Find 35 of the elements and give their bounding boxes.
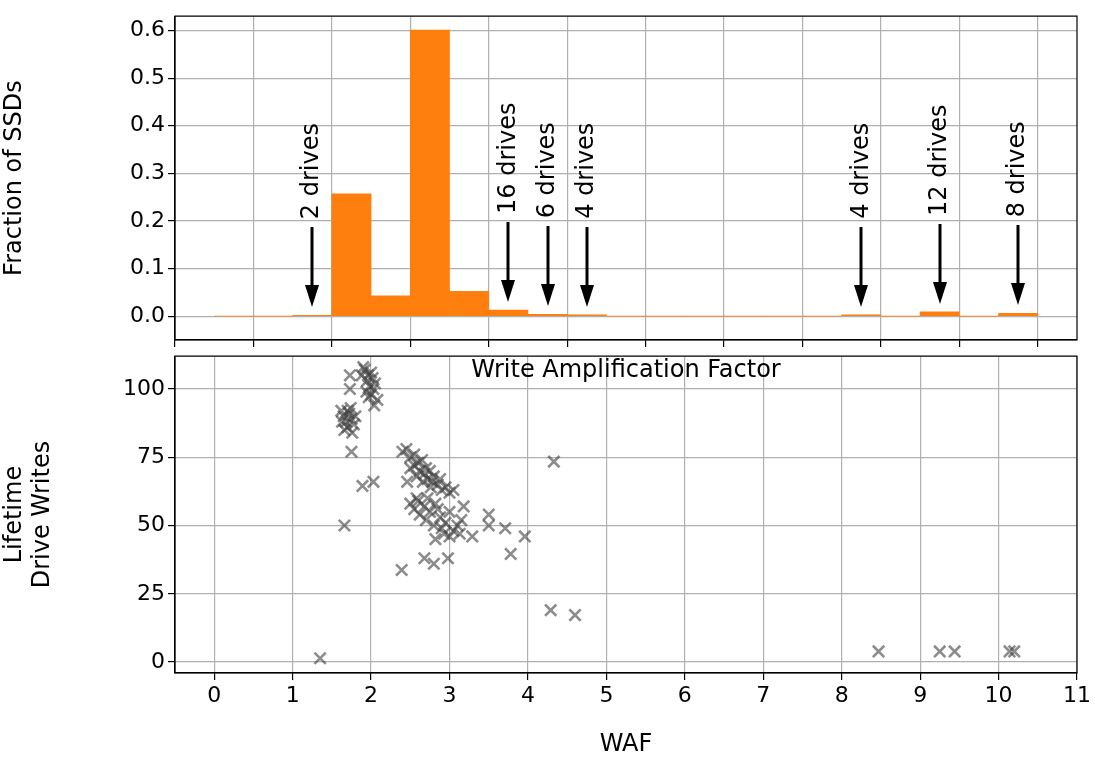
y-tick-label: 0.6: [130, 16, 165, 42]
x-tick-label: 3: [442, 681, 457, 707]
x-tick-label: 2: [364, 681, 379, 707]
y-tick-label: 0.1: [130, 254, 165, 280]
x-tick-label: 10: [984, 681, 1013, 707]
y-tick-label: 0.0: [130, 301, 165, 327]
annotation: 16 drives: [492, 102, 521, 214]
x-tick-label: 8: [834, 681, 849, 707]
x-tick-label: 1: [285, 681, 300, 707]
x-tick-label: 5: [599, 681, 614, 707]
x-axis-title: WAF: [599, 728, 653, 757]
y-tick-label: 25: [137, 579, 165, 605]
annotation: 8 drives: [1002, 121, 1031, 218]
y-tick-label: 0.3: [130, 159, 165, 185]
x-tick-label: 7: [756, 681, 771, 707]
y-tick-label: 100: [123, 374, 165, 400]
y-axis-title: Fraction of SSDs: [0, 80, 27, 276]
annotation: 12 drives: [923, 104, 952, 216]
y-axis-title: Lifetime Drive Writes: [0, 440, 56, 589]
y-tick-label: 50: [137, 511, 165, 537]
annotation: 6 drives: [531, 122, 560, 219]
y-tick-label: 0.5: [130, 63, 165, 89]
y-tick-label: 75: [137, 442, 165, 468]
x-tick-label: 0: [207, 681, 222, 707]
x-tick-label: 4: [520, 681, 535, 707]
y-tick-label: 0.4: [130, 111, 165, 137]
x-tick-label: 9: [913, 681, 928, 707]
x-axis-title: Write Amplification Factor: [471, 354, 781, 383]
y-tick-label: 0.2: [130, 206, 165, 232]
annotation: 4 drives: [845, 122, 874, 219]
x-tick-label: 11: [1063, 681, 1091, 707]
annotation: 2 drives: [296, 123, 325, 220]
x-tick-label: 6: [677, 681, 692, 707]
annotation: 4 drives: [571, 122, 600, 219]
y-tick-label: 0: [151, 647, 165, 673]
